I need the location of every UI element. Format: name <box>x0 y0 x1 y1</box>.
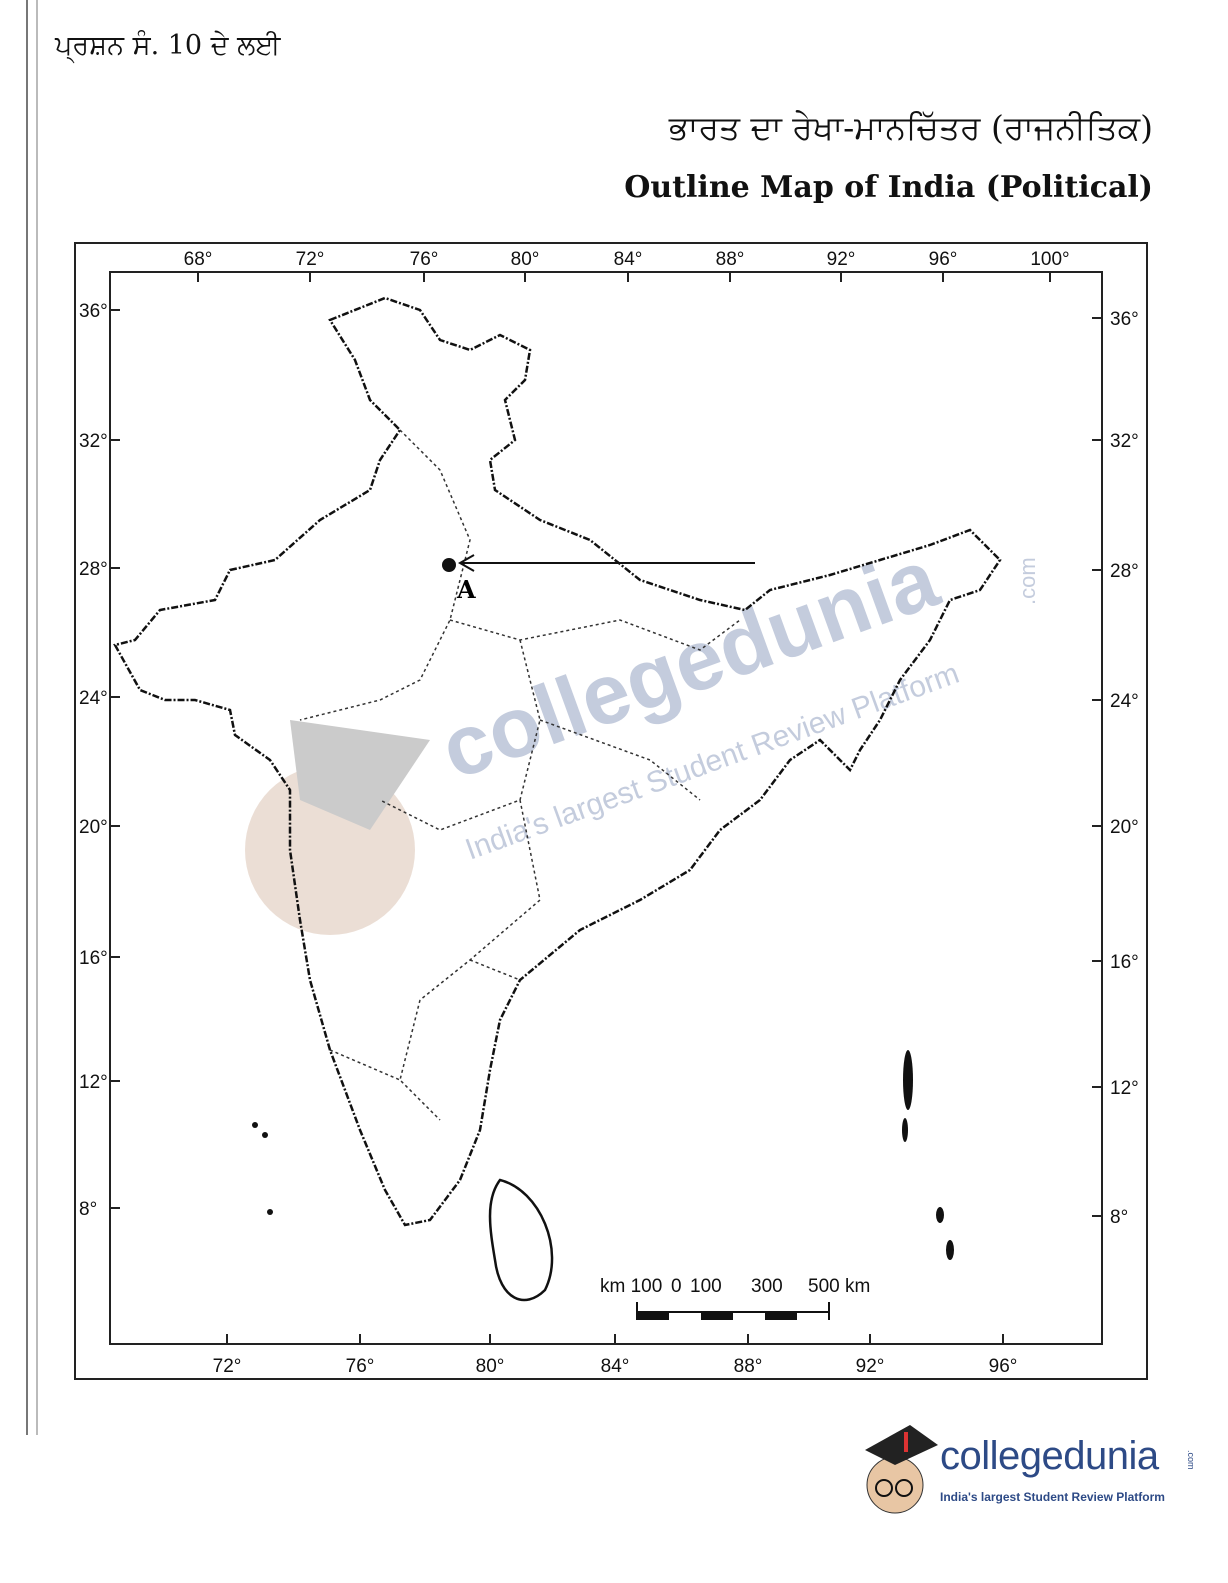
latitude-label-left: 24° <box>79 688 108 709</box>
logo-brand: collegedunia <box>940 1434 1159 1478</box>
mascot-icon <box>865 1425 938 1514</box>
watermark-cap <box>290 720 430 830</box>
watermark: collegedunia India's largest Student Rev… <box>245 531 1040 935</box>
nicobar-island <box>946 1240 954 1260</box>
page-margin-line <box>26 0 38 1435</box>
longitude-label-top: 100° <box>1030 249 1069 270</box>
latitude-label-left: 36° <box>79 301 108 322</box>
map-title-english: Outline Map of India (Political) <box>624 170 1153 205</box>
marked-point <box>442 558 456 572</box>
longitude-label-top: 68° <box>184 249 213 270</box>
longitude-label-top: 76° <box>410 249 439 270</box>
latitude-label-right: 36° <box>1110 309 1139 330</box>
longitude-label-top: 72° <box>296 249 325 270</box>
latitude-label-right: 20° <box>1110 817 1139 838</box>
latitude-label-left: 32° <box>79 431 108 452</box>
andaman-island <box>902 1118 908 1142</box>
map-title-punjabi: ਭਾਰਤ ਦਾ ਰੇਖਾ-ਮਾਨਚਿੱਤਰ (ਰਾਜਨੀਤਿਕ) <box>668 108 1153 147</box>
nicobar-island <box>936 1207 944 1223</box>
marked-point-label: A <box>456 575 476 604</box>
latitude-label-left: 20° <box>79 817 108 838</box>
watermark-mascot <box>245 765 415 935</box>
scale-label: 500 km <box>808 1276 870 1297</box>
longitude-label-top: 84° <box>614 249 643 270</box>
lakshadweep-island <box>252 1122 258 1128</box>
scale-bar: km 100 0 100 300 500 km <box>600 1276 870 1320</box>
scale-label: 300 <box>751 1276 783 1297</box>
state-boundaries <box>299 429 741 1121</box>
collegedunia-logo: collegedunia .com India's largest Studen… <box>860 1420 1220 1530</box>
sri-lanka-outline <box>488 1178 554 1302</box>
latitude-label-right: 24° <box>1110 691 1139 712</box>
latitude-label-right: 12° <box>1110 1078 1139 1099</box>
longitude-label-bottom: 96° <box>989 1356 1018 1377</box>
graticule-ticks: 68° 72° 76° 80° 84° 88° 92° 96° 100° 72° 76° 80° 84°… <box>79 249 1139 1377</box>
map-outer-frame <box>74 242 1148 1380</box>
longitude-label-bottom: 84° <box>601 1356 630 1377</box>
latitude-label-right: 16° <box>1110 952 1139 973</box>
longitude-label-bottom: 76° <box>346 1356 375 1377</box>
pointer-arrowhead <box>457 554 475 572</box>
watermark-domain: .com <box>1015 557 1040 605</box>
scale-label: km 100 <box>600 1276 662 1297</box>
longitude-label-bottom: 72° <box>213 1356 242 1377</box>
longitude-label-bottom: 80° <box>476 1356 505 1377</box>
longitude-label-top: 88° <box>716 249 745 270</box>
lakshadweep-island <box>267 1209 273 1215</box>
latitude-label-right: 8° <box>1110 1207 1128 1228</box>
latitude-label-left: 8° <box>79 1199 97 1220</box>
lakshadweep-island <box>262 1132 268 1138</box>
andaman-island <box>903 1050 913 1110</box>
india-outline <box>113 296 1002 1227</box>
logo-tagline: India's largest Student Review Platform <box>940 1490 1165 1504</box>
longitude-label-bottom: 88° <box>734 1356 763 1377</box>
latitude-label-right: 28° <box>1110 561 1139 582</box>
latitude-label-right: 32° <box>1110 431 1139 452</box>
island-groups <box>252 1050 954 1260</box>
logo-domain: .com <box>1186 1450 1196 1470</box>
longitude-label-top: 96° <box>929 249 958 270</box>
latitude-label-left: 16° <box>79 948 108 969</box>
longitude-label-top: 80° <box>511 249 540 270</box>
latitude-label-left: 12° <box>79 1072 108 1093</box>
latitude-label-left: 28° <box>79 559 108 580</box>
scale-label: 0 <box>671 1276 682 1297</box>
longitude-label-bottom: 92° <box>856 1356 885 1377</box>
map-inner-frame <box>109 271 1103 1345</box>
question-label: ਪ੍ਰਸ਼ਨ ਸੰ. 10 ਦੇ ਲਈ <box>55 30 281 61</box>
longitude-label-top: 92° <box>827 249 856 270</box>
scale-label: 100 <box>690 1276 722 1297</box>
